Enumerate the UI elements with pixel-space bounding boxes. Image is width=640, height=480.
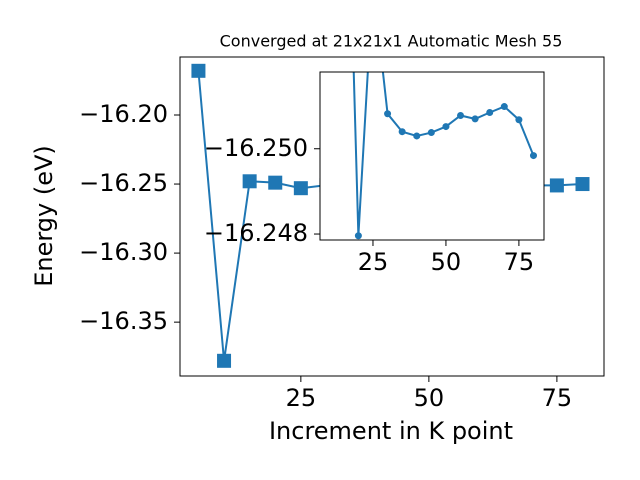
data-marker (529, 152, 537, 160)
data-marker (471, 115, 479, 123)
data-marker (413, 132, 421, 140)
x-tick-label: 25 (358, 248, 389, 276)
plot-group (352, 72, 537, 240)
data-marker (486, 109, 494, 117)
y-tick-label: −16.30 (79, 238, 168, 266)
data-marker (293, 181, 308, 196)
x-tick-label: 50 (414, 384, 445, 412)
x-tick-label: 50 (431, 248, 462, 276)
data-marker (268, 175, 283, 190)
data-marker (398, 128, 406, 136)
data-marker (354, 232, 362, 240)
x-tick-label: 75 (542, 384, 573, 412)
y-axis-label: Energy (eV) (30, 145, 58, 287)
y-tick-label: −16.35 (79, 307, 168, 335)
x-axis-label: Increment in K point (269, 417, 513, 445)
data-marker (427, 129, 435, 137)
axes-frame (179, 56, 605, 377)
x-tick-label: 25 (286, 384, 317, 412)
data-marker (457, 111, 465, 119)
y-tick-label: −16.20 (79, 100, 168, 128)
data-marker (191, 63, 206, 78)
axes-frame (319, 71, 545, 241)
data-marker (549, 178, 564, 193)
chart-title: Converged at 21x21x1 Automatic Mesh 55 (220, 32, 563, 51)
data-marker (442, 123, 450, 131)
y-tick-label: −16.25 (79, 169, 168, 197)
data-marker (217, 353, 232, 368)
data-marker (575, 177, 590, 192)
x-tick-label: 75 (504, 248, 535, 276)
data-marker (384, 110, 392, 118)
data-marker (515, 116, 523, 124)
data-marker (500, 103, 508, 111)
y-tick-label: −16.250 (204, 134, 308, 162)
y-tick-label: −16.248 (204, 219, 308, 247)
data-marker (242, 174, 257, 189)
